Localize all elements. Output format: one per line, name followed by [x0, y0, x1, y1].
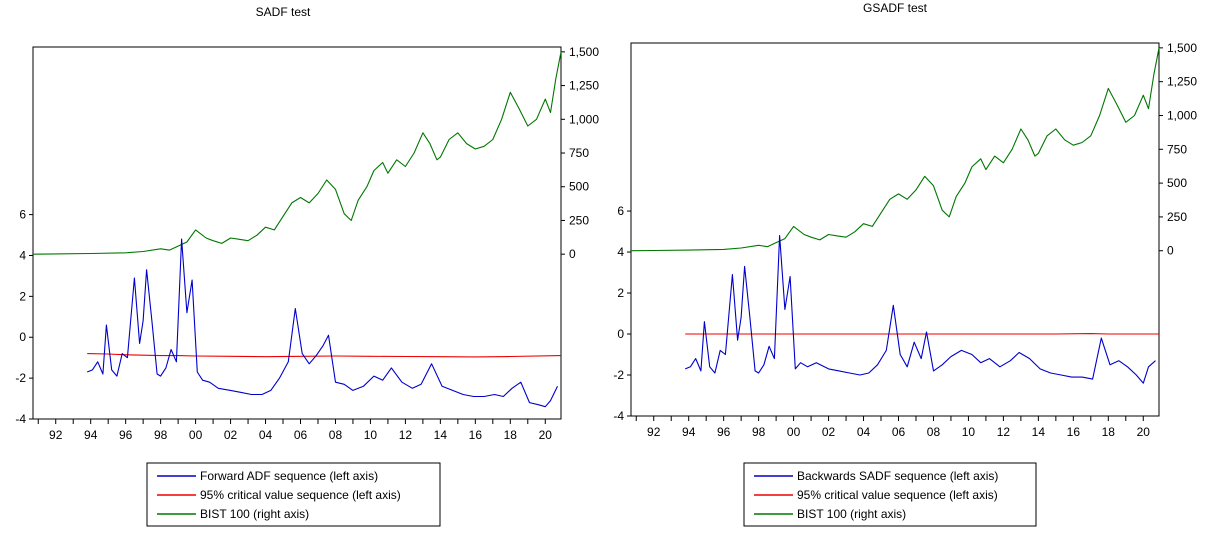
legend: Backwards SADF sequence (left axis) 95% c… [743, 462, 1037, 527]
x-tick-label: 18 [504, 428, 518, 442]
left-tick-label: -4 [15, 412, 26, 426]
legend-entry: BIST 100 (right axis) [200, 507, 309, 521]
legend-entry: Forward ADF sequence (left axis) [200, 469, 378, 483]
right-tick-label: 1,500 [1167, 41, 1197, 55]
x-tick-label: 04 [857, 425, 871, 439]
left-tick-label: 6 [19, 208, 26, 222]
left-tick-label: 2 [617, 286, 624, 300]
x-tick-label: 02 [822, 425, 836, 439]
x-tick-label: 98 [154, 428, 168, 442]
left-tick-label: -2 [613, 368, 624, 382]
x-tick-label: 92 [49, 428, 63, 442]
legend: Forward ADF sequence (left axis) 95% crit… [146, 462, 441, 527]
right-tick-label: 500 [569, 180, 589, 194]
x-tick-label: 00 [189, 428, 203, 442]
legend-entry: 95% critical value sequence (left axis) [797, 488, 998, 502]
legend-entry: BIST 100 (right axis) [797, 507, 906, 521]
x-tick-label: 98 [752, 425, 766, 439]
x-tick-label: 10 [962, 425, 976, 439]
left-tick-label: 4 [19, 248, 26, 262]
plot-frame [630, 42, 1160, 417]
x-tick-label: 04 [259, 428, 273, 442]
x-tick-label: 06 [892, 425, 906, 439]
left-tick-label: -4 [613, 409, 624, 423]
left-tick-label: 6 [617, 204, 624, 218]
x-tick-label: 02 [224, 428, 238, 442]
chart-title: SADF test [256, 5, 311, 19]
right-tick-label: 750 [569, 146, 589, 160]
x-tick-label: 92 [647, 425, 661, 439]
x-tick-label: 08 [329, 428, 343, 442]
right-tick-label: 0 [1167, 244, 1174, 258]
x-tick-label: 14 [434, 428, 448, 442]
x-tick-label: 20 [539, 428, 553, 442]
left-tick-label: -2 [15, 371, 26, 385]
right-tick-label: 500 [1167, 176, 1187, 190]
right-tick-label: 1,000 [1167, 108, 1197, 122]
x-tick-label: 12 [399, 428, 413, 442]
left-tick-label: 0 [19, 330, 26, 344]
right-tick-label: 1,250 [569, 79, 599, 93]
x-tick-label: 94 [84, 428, 98, 442]
series-line-2 [87, 353, 562, 358]
chart-title: GSADF test [863, 1, 928, 15]
x-tick-label: 08 [927, 425, 941, 439]
x-tick-label: 18 [1102, 425, 1116, 439]
series-line-1 [86, 238, 558, 408]
x-tick-label: 94 [682, 425, 696, 439]
left-tick-label: 4 [617, 245, 624, 259]
left-tick-label: 0 [617, 327, 624, 341]
right-tick-label: 750 [1167, 142, 1187, 156]
x-tick-label: 16 [469, 428, 483, 442]
x-tick-label: 10 [364, 428, 378, 442]
x-tick-label: 06 [294, 428, 308, 442]
x-tick-label: 14 [1032, 425, 1046, 439]
plot-frame [32, 46, 562, 420]
x-tick-label: 00 [787, 425, 801, 439]
legend-entry: 95% critical value sequence (left axis) [200, 488, 401, 502]
series-line-3 [32, 51, 562, 255]
x-tick-label: 96 [717, 425, 731, 439]
left-tick-label: 2 [19, 289, 26, 303]
right-tick-label: 1,000 [569, 112, 599, 126]
series-line-3 [630, 47, 1160, 252]
right-tick-label: 250 [569, 213, 589, 227]
right-tick-label: 0 [569, 247, 576, 261]
right-tick-label: 250 [1167, 210, 1187, 224]
series-line-1 [684, 235, 1156, 384]
x-tick-label: 12 [997, 425, 1011, 439]
x-tick-label: 96 [119, 428, 133, 442]
legend-entry: Backwards SADF sequence (left axis) [797, 469, 998, 483]
x-tick-label: 16 [1067, 425, 1081, 439]
right-tick-label: 1,500 [569, 45, 599, 59]
right-tick-label: 1,250 [1167, 75, 1197, 89]
x-tick-label: 20 [1137, 425, 1151, 439]
